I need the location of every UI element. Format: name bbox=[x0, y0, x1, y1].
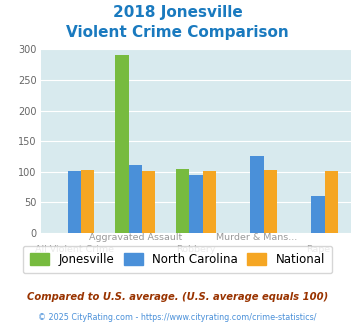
Bar bbox=[264, 170, 277, 233]
Bar bbox=[250, 156, 264, 233]
Text: 2018 Jonesville: 2018 Jonesville bbox=[113, 5, 242, 20]
Bar bbox=[190, 175, 203, 233]
Bar bbox=[81, 170, 94, 233]
Legend: Jonesville, North Carolina, National: Jonesville, North Carolina, National bbox=[23, 246, 332, 273]
Text: Robbery: Robbery bbox=[176, 245, 216, 254]
Bar bbox=[325, 171, 338, 233]
Text: All Violent Crime: All Violent Crime bbox=[35, 245, 114, 254]
Bar bbox=[311, 196, 325, 233]
Text: Murder & Mans...: Murder & Mans... bbox=[217, 233, 298, 242]
Bar bbox=[129, 165, 142, 233]
Text: Aggravated Assault: Aggravated Assault bbox=[89, 233, 182, 242]
Text: Compared to U.S. average. (U.S. average equals 100): Compared to U.S. average. (U.S. average … bbox=[27, 292, 328, 302]
Bar bbox=[115, 55, 129, 233]
Bar bbox=[142, 171, 155, 233]
Bar bbox=[67, 171, 81, 233]
Bar bbox=[203, 171, 216, 233]
Text: © 2025 CityRating.com - https://www.cityrating.com/crime-statistics/: © 2025 CityRating.com - https://www.city… bbox=[38, 313, 317, 322]
Bar bbox=[176, 169, 190, 233]
Text: Violent Crime Comparison: Violent Crime Comparison bbox=[66, 25, 289, 40]
Text: Rape: Rape bbox=[306, 245, 330, 254]
